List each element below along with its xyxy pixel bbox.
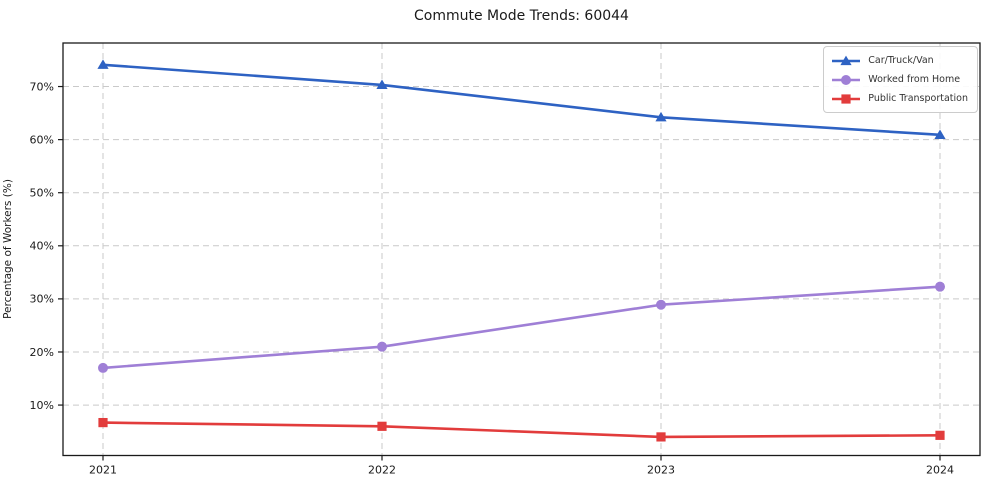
legend-item-car-truck-van: Car/Truck/Van xyxy=(831,51,968,70)
data-point-marker xyxy=(935,430,945,440)
y-tick-label: 40% xyxy=(30,240,54,253)
series-line xyxy=(101,285,942,370)
data-point-marker xyxy=(97,59,109,69)
legend-label: Public Transportation xyxy=(868,93,968,104)
y-tick-label: 70% xyxy=(30,80,54,93)
legend-label: Car/Truck/Van xyxy=(868,55,934,66)
data-point-marker xyxy=(935,281,945,292)
data-point-marker xyxy=(840,55,852,65)
data-point-marker xyxy=(655,111,667,122)
series-line xyxy=(101,63,942,137)
data-point-marker xyxy=(376,79,388,90)
series-worked-from-home xyxy=(98,281,945,373)
series-line xyxy=(101,421,942,439)
data-point-marker xyxy=(656,299,666,310)
x-tick-label: 2024 xyxy=(926,464,954,477)
series-car-truck-van xyxy=(97,59,946,139)
legend: Car/Truck/Van Worked from Home Public Tran… xyxy=(823,46,978,113)
y-tick-label: 60% xyxy=(30,133,54,146)
chart-title: Commute Mode Trends: 60044 xyxy=(414,8,629,24)
y-tick-label: 10% xyxy=(30,399,54,412)
data-point-marker xyxy=(98,417,108,428)
data-point-marker xyxy=(377,421,387,431)
y-tick-label: 30% xyxy=(30,293,54,306)
legend-item-worked-from-home: Worked from Home xyxy=(831,70,968,89)
data-point-marker xyxy=(841,74,852,85)
data-point-marker xyxy=(98,362,108,373)
data-point-marker xyxy=(656,432,666,442)
x-tick-label: 2021 xyxy=(89,464,117,477)
x-tick-label: 2022 xyxy=(368,464,396,477)
series-public-transportation xyxy=(98,417,945,442)
y-tick-label: 20% xyxy=(30,346,54,359)
data-point-marker xyxy=(841,93,851,104)
data-point-marker xyxy=(934,129,946,139)
x-tick-label: 2023 xyxy=(647,464,675,477)
plot-frame xyxy=(62,42,981,457)
legend-swatch-circle-icon xyxy=(832,74,861,85)
legend-label: Worked from Home xyxy=(868,74,961,85)
data-point-marker xyxy=(377,341,387,352)
legend-swatch-square-icon xyxy=(832,93,861,104)
legend-swatch-triangle-icon xyxy=(832,55,861,65)
legend-item-public-transportation: Public Transportation xyxy=(831,89,968,108)
y-tick-label: 50% xyxy=(30,187,54,200)
